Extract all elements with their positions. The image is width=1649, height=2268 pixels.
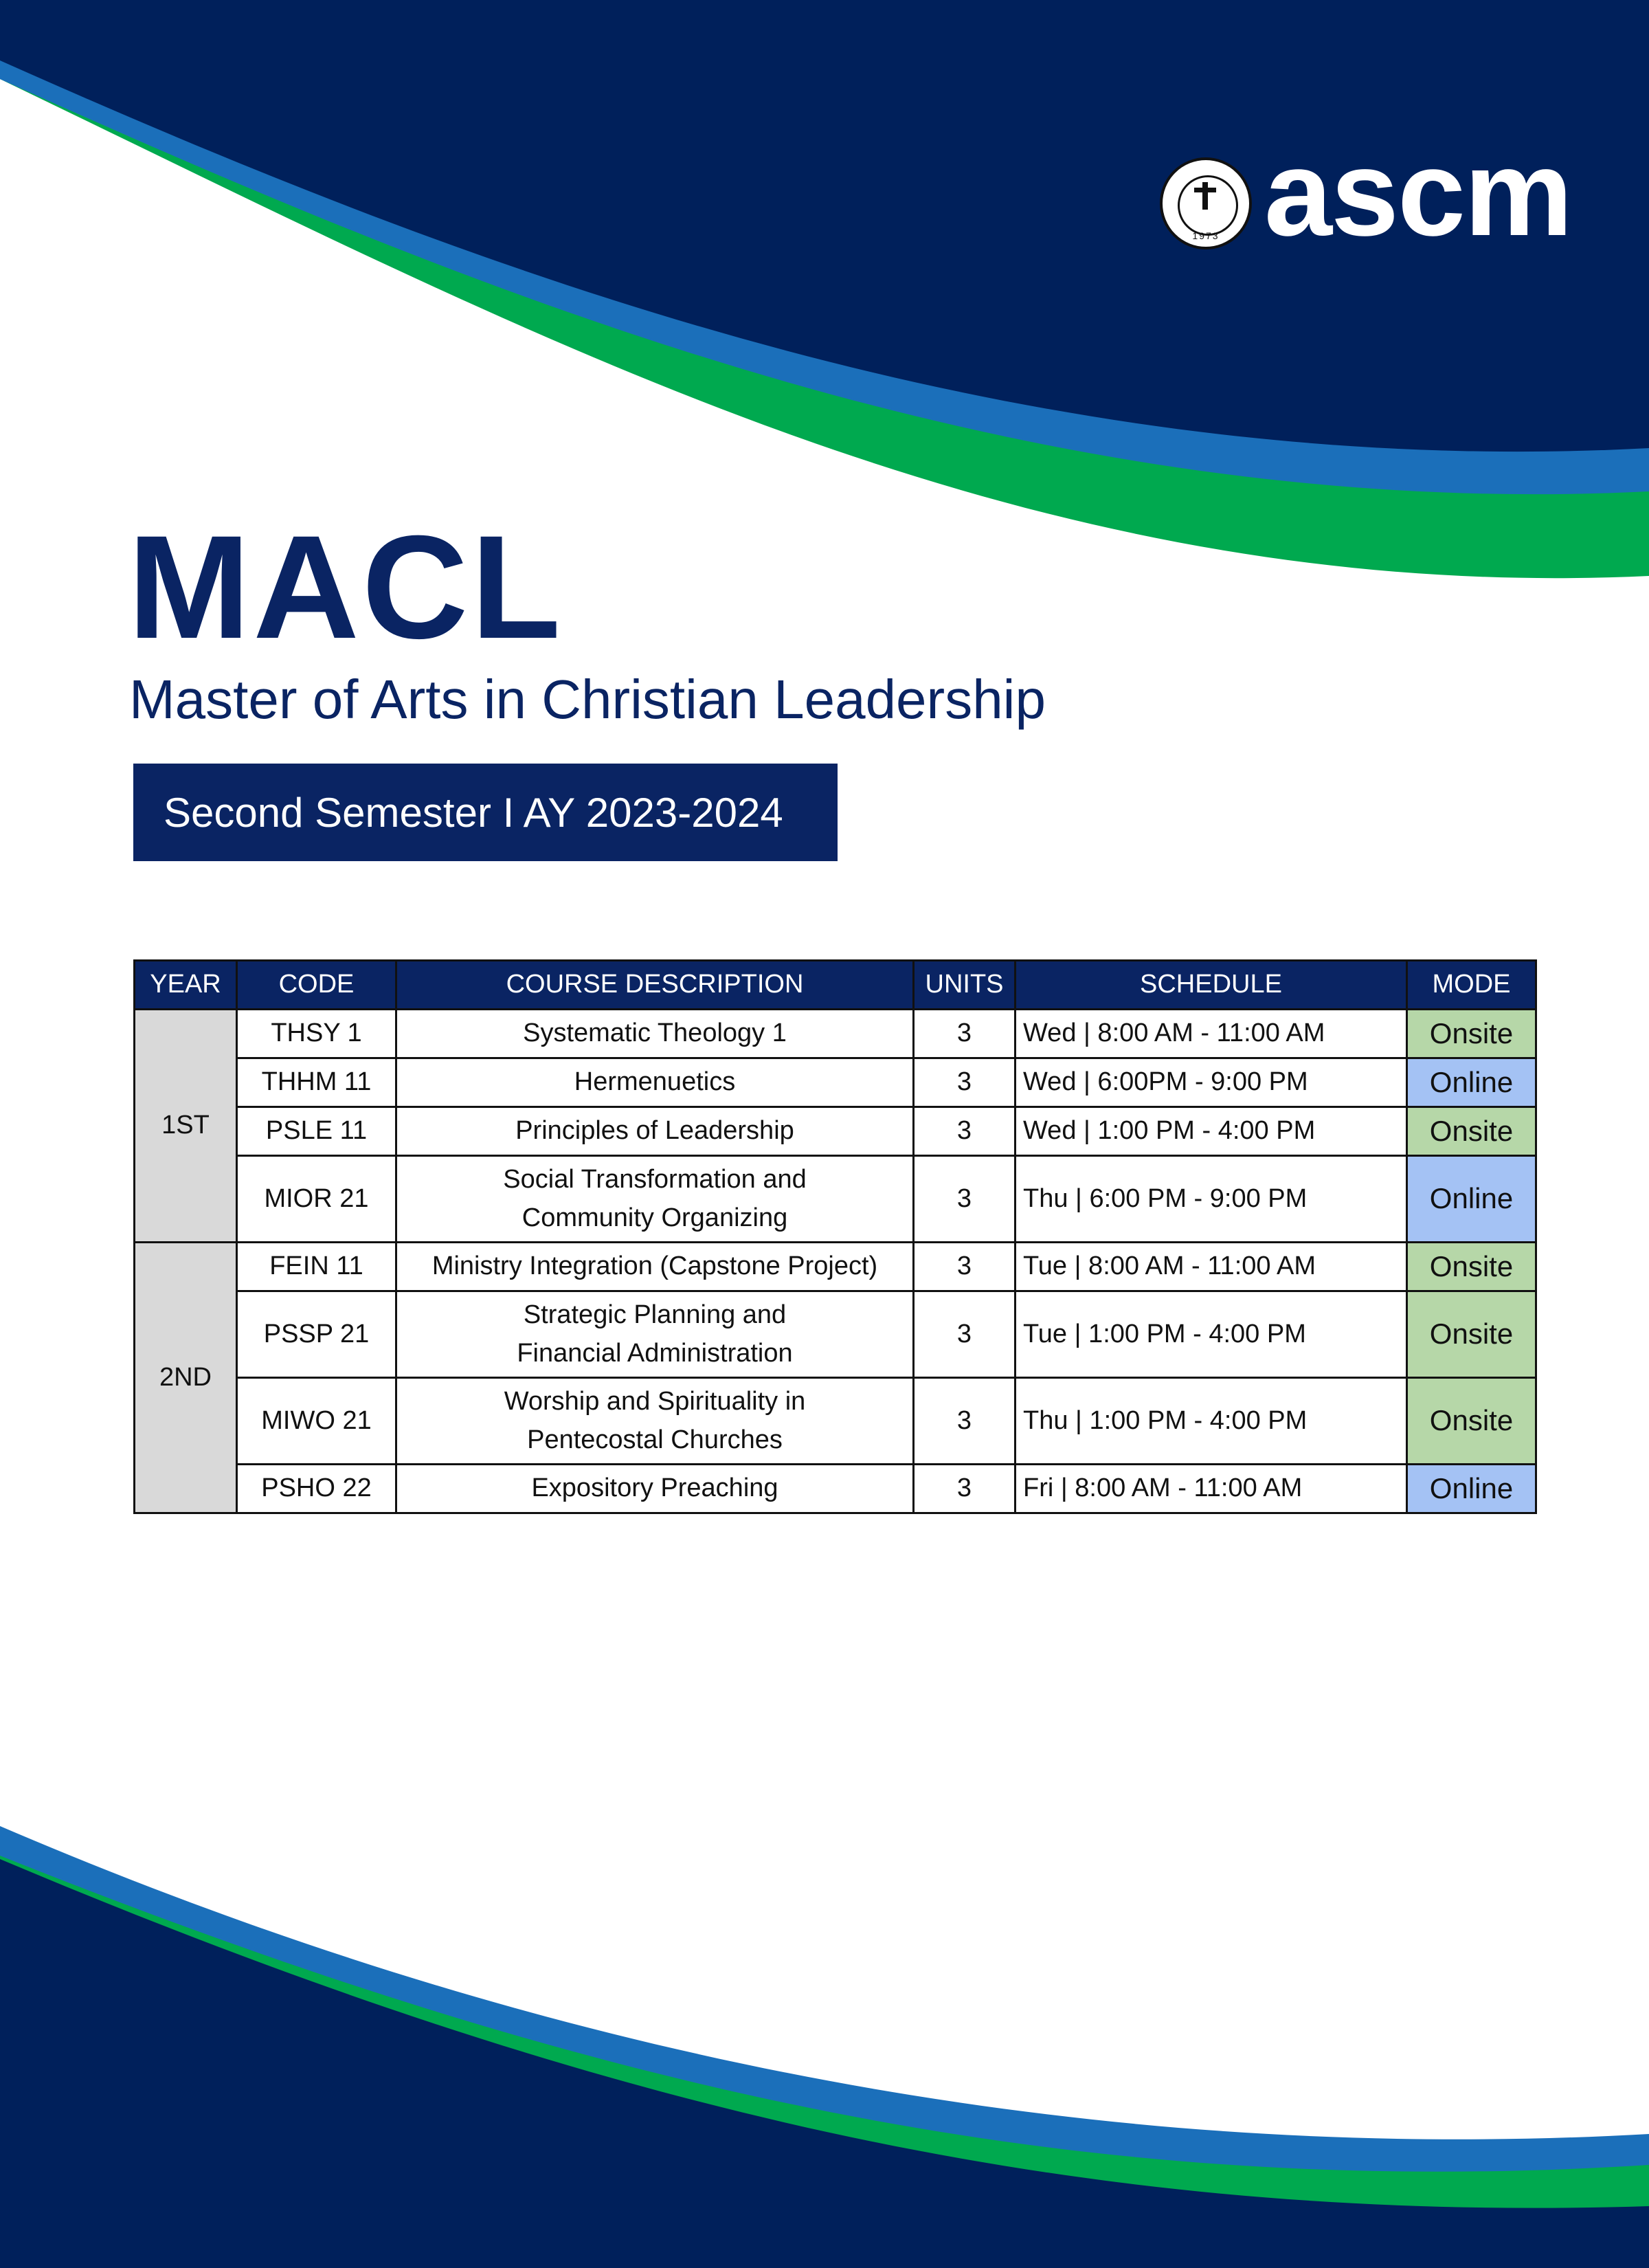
units-cell: 3 [912,1290,1016,1379]
semester-banner: Second Semester I AY 2023-2024 [133,764,838,861]
description-cell: Systematic Theology 1 [395,1008,915,1059]
schedule-cell: Wed | 1:00 PM - 4:00 PM [1014,1106,1408,1157]
mode-cell: Onsite [1406,1290,1537,1379]
seal-icon: 1973 [1160,157,1252,249]
description-cell: Worship and Spirituality in Pentecostal C… [395,1377,915,1465]
column-header: UNITS [912,959,1016,1010]
semester-label: Second Semester I AY 2023-2024 [164,789,783,836]
table-body: 1ST THSY 1 Systematic Theology 1 3 Wed | 8:0… [133,1008,1537,1514]
column-header: COURSE DESCRIPTION [395,959,915,1010]
cross-icon [1202,182,1208,210]
table-row: MIWO 21 Worship and Spirituality in Pentec… [135,1377,1537,1465]
logo-text: ascm [1264,124,1573,261]
course-table: YEAR CODE COURSE DESCRIPTION UNITS SCHEDULE M… [133,959,1537,1514]
description-line: Hermenuetics [574,1067,736,1097]
units-cell: 3 [912,1008,1016,1059]
code-cell: FEIN 11 [236,1241,397,1292]
schedule-cell: Wed | 8:00 AM - 11:00 AM [1014,1008,1408,1059]
description-cell: Hermenuetics [395,1057,915,1108]
table-row: PSLE 11 Principles of Leadership 3 Wed | 1:… [135,1106,1537,1157]
table-row: PSSP 21 Strategic Planning and Financial A… [135,1290,1537,1379]
description-line: Systematic Theology 1 [523,1019,787,1048]
description-cell: Ministry Integration (Capstone Project) [395,1241,915,1292]
mode-cell: Onsite [1406,1377,1537,1465]
description-cell: Strategic Planning and Financial Administ… [395,1290,915,1379]
mode-cell: Onsite [1406,1241,1537,1292]
code-cell: MIWO 21 [236,1377,397,1465]
schedule-cell: Tue | 1:00 PM - 4:00 PM [1014,1290,1408,1379]
mode-cell: Onsite [1406,1008,1537,1059]
code-cell: PSHO 22 [236,1463,397,1514]
mode-cell: Online [1406,1155,1537,1243]
mode-cell: Online [1406,1463,1537,1514]
description-line: Ministry Integration (Capstone Project) [431,1252,878,1281]
schedule-cell: Tue | 8:00 AM - 11:00 AM [1014,1241,1408,1292]
table-row: 2ND FEIN 11 Ministry Integration (Capstone… [133,1241,1537,1514]
description-cell: Social Transformation and Community Organ… [395,1155,915,1243]
units-cell: 3 [912,1106,1016,1157]
units-cell: 3 [912,1241,1016,1292]
description-line: Social Transformation and [503,1165,807,1194]
column-header: MODE [1406,959,1537,1010]
column-header: CODE [236,959,397,1010]
mode-cell: Onsite [1406,1106,1537,1157]
code-cell: MIOR 21 [236,1155,397,1243]
table-row: MIOR 21 Social Transformation and Communit… [135,1155,1537,1243]
description-line: Strategic Planning and [523,1300,787,1330]
table-row: 1ST THSY 1 Systematic Theology 1 3 Wed | 8:0… [133,1008,1537,1243]
code-cell: PSSP 21 [236,1290,397,1379]
schedule-cell: Wed | 6:00PM - 9:00 PM [1014,1057,1408,1108]
page-title: MACL [128,505,564,669]
description-line: Community Organizing [521,1203,788,1232]
code-cell: THSY 1 [236,1008,397,1059]
schedule-cell: Thu | 1:00 PM - 4:00 PM [1014,1377,1408,1465]
column-header: YEAR [133,959,238,1010]
year-cell: 1ST [133,1008,238,1243]
top-navy-wave [0,0,1649,452]
bottom-navy-wave [0,1859,1649,2268]
description-line: Expository Preaching [531,1474,778,1503]
description-line: Principles of Leadership [515,1116,794,1146]
schedule-cell: Thu | 6:00 PM - 9:00 PM [1014,1155,1408,1243]
code-cell: THHM 11 [236,1057,397,1108]
units-cell: 3 [912,1377,1016,1465]
description-cell: Expository Preaching [395,1463,915,1514]
units-cell: 3 [912,1057,1016,1108]
year-cell: 2ND [133,1241,238,1514]
units-cell: 3 [912,1463,1016,1514]
mode-cell: Online [1406,1057,1537,1108]
table-row: THHM 11 Hermenuetics 3 Wed | 6:00PM - 9:00 … [135,1057,1537,1108]
cross-bar [1194,188,1216,192]
seal-year: 1973 [1192,230,1220,241]
table-row: PSHO 22 Expository Preaching 3 Fri | 8:00 A… [135,1463,1537,1514]
units-cell: 3 [912,1155,1016,1243]
schedule-cell: Fri | 8:00 AM - 11:00 AM [1014,1463,1408,1514]
seal-ring [1178,175,1238,236]
description-line: Worship and Spirituality in [504,1387,806,1416]
page-subtitle: Master of Arts in Christian Leadership [129,669,1046,730]
column-header: SCHEDULE [1014,959,1408,1010]
description-line: Financial Administration [517,1338,793,1368]
description-cell: Principles of Leadership [395,1106,915,1157]
description-line: Pentecostal Churches [527,1425,783,1454]
table-header-row: YEAR CODE COURSE DESCRIPTION UNITS SCHEDULE M… [133,959,1537,1010]
ascm-logo: 1973 ascm [1160,132,1573,254]
code-cell: PSLE 11 [236,1106,397,1157]
